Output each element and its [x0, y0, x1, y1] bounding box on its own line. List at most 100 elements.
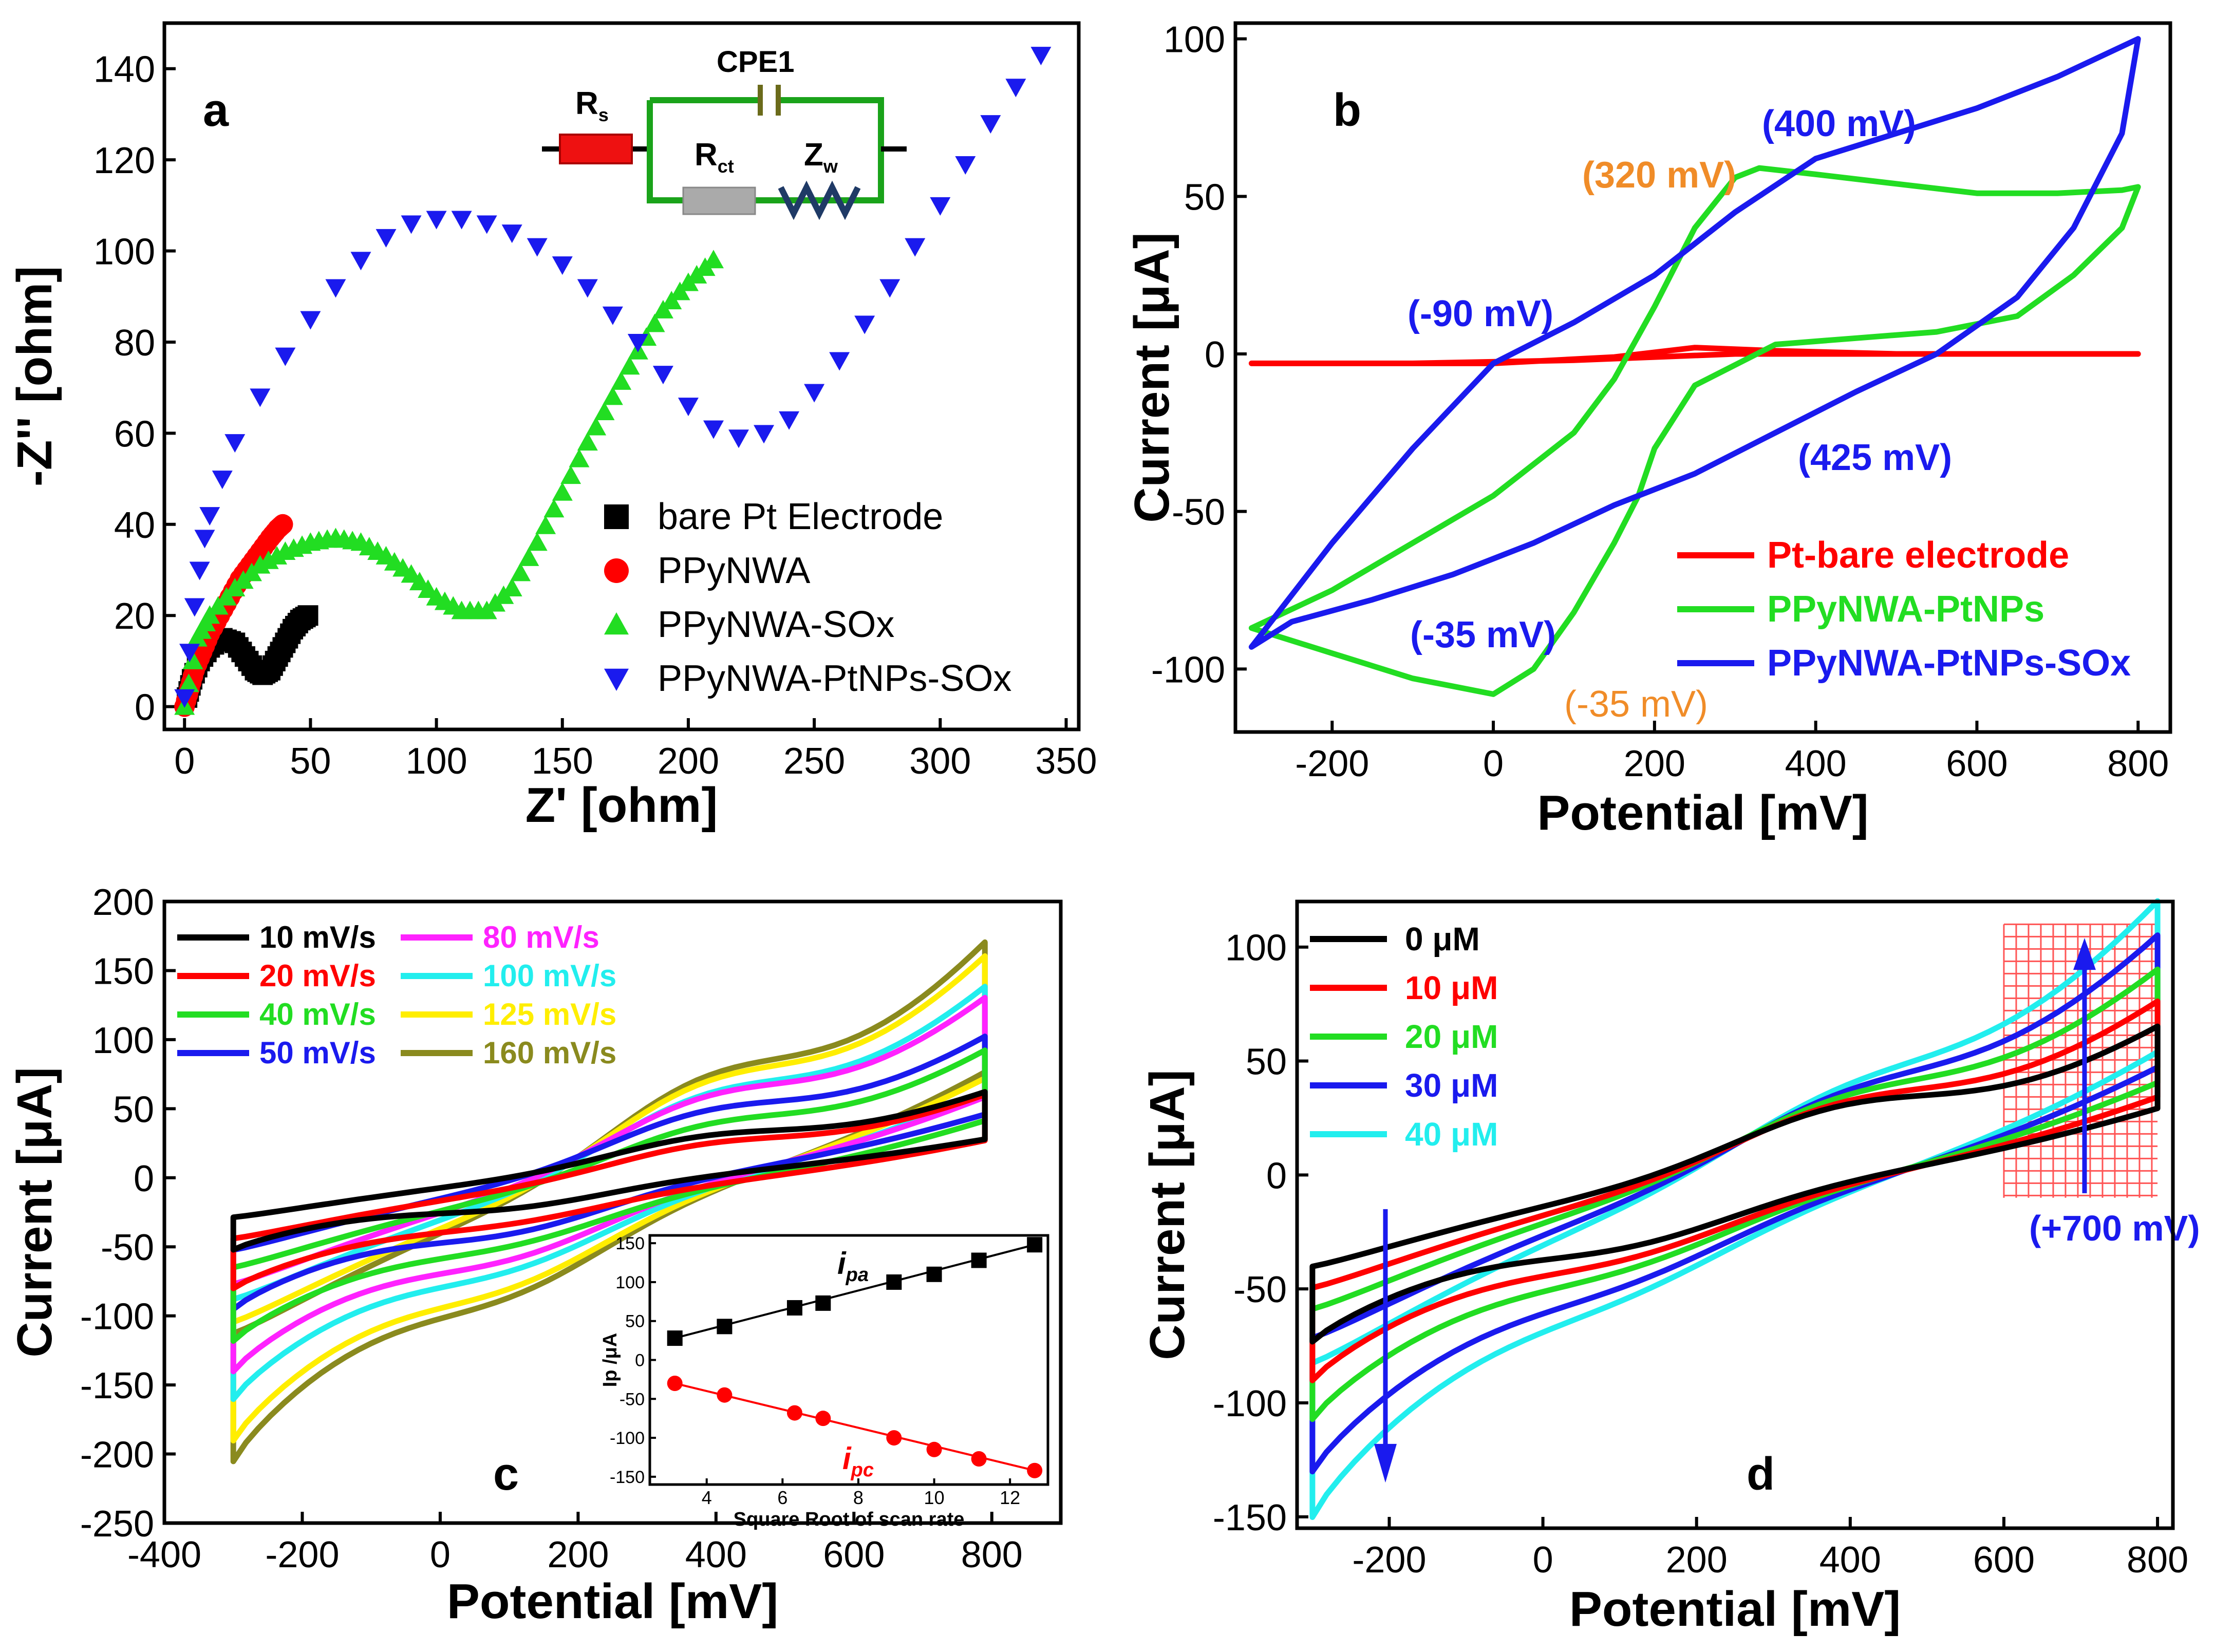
panel-a-xtick-label: 250: [783, 741, 845, 782]
panel-a-ylabel: -Z'' [ohm]: [7, 266, 62, 487]
inset-ylabel: Ip /μA: [599, 1333, 621, 1387]
data-point: [586, 417, 607, 436]
panel-c-ytick-label: -250: [80, 1504, 154, 1545]
data-point: [644, 313, 665, 332]
panel-b-letter: b: [1333, 85, 1361, 136]
inset-point: [971, 1451, 987, 1467]
data-point: [754, 425, 775, 444]
annotation-peak: (-35 mV): [1410, 614, 1556, 655]
inset-point: [926, 1441, 942, 1457]
subscript: s: [598, 104, 609, 125]
legend-label: PPyNWA-PtNPs: [1767, 589, 2044, 630]
data-point: [376, 229, 397, 248]
panel-d-ytick-label: 50: [1246, 1042, 1287, 1083]
panel-a-letter: a: [203, 85, 229, 136]
legend-marker: [604, 668, 629, 691]
panel-c-ytick-label: -200: [80, 1435, 154, 1476]
data-point: [451, 211, 472, 230]
panel-b-ylabel: Current [μA]: [1124, 232, 1179, 522]
inset-ytick-label: -150: [610, 1468, 645, 1487]
data-point: [955, 156, 976, 175]
data-point: [426, 211, 447, 230]
legend-label: 30 μM: [1405, 1067, 1498, 1104]
series-ppynwa-sox: [174, 250, 724, 715]
inset-point: [667, 1330, 683, 1346]
panel-b-ytick-label: 50: [1184, 177, 1225, 218]
legend-label: 20 μM: [1405, 1018, 1498, 1055]
resistor-rct: [682, 186, 756, 215]
inset-point: [717, 1387, 733, 1403]
panel-d-xtick-label: 800: [2127, 1540, 2188, 1581]
data-point: [510, 562, 531, 581]
panel-c-ytick-label: 100: [92, 1020, 154, 1061]
panel-c-xtick-label: 600: [823, 1534, 885, 1575]
annotation-peak: (-90 mV): [1408, 293, 1553, 334]
annotation-peak: (320 mV): [1582, 155, 1736, 196]
panel-d-xtick-label: 600: [1973, 1540, 2035, 1581]
data-point: [401, 215, 422, 234]
inset-series-pa: [667, 1237, 1043, 1346]
data-point: [250, 388, 271, 407]
legend-label: 40 μM: [1405, 1116, 1498, 1153]
panel-d-xtick-label: -200: [1352, 1540, 1426, 1581]
data-point: [560, 465, 581, 484]
inset-point: [886, 1274, 902, 1290]
data-point: [577, 279, 598, 298]
panel-a-xtick-label: 350: [1035, 741, 1097, 782]
circuit-label-rct: Rct: [695, 137, 734, 177]
panel-d-ytick-label: -50: [1233, 1269, 1287, 1310]
panel-c-xtick-label: 200: [547, 1534, 609, 1575]
panel-b-frame: [1233, 21, 2172, 734]
data-point: [930, 197, 951, 216]
inset-series-pc: [667, 1375, 1043, 1478]
panel-b-xtick-label: 800: [2107, 743, 2169, 784]
data-point: [652, 366, 673, 385]
panel-d-ytick-label: 100: [1225, 928, 1287, 969]
panel-d-xtick-label: 200: [1666, 1540, 1728, 1581]
legend-marker: [604, 612, 629, 635]
data-point: [854, 315, 875, 334]
panel-a-xtick-label: 300: [909, 741, 971, 782]
annotation-peak: (425 mV): [1798, 437, 1952, 478]
data-point: [199, 507, 220, 526]
data-point: [552, 482, 573, 501]
panel-c-letter: c: [493, 1449, 519, 1500]
legend-label: 50 mV/s: [259, 1036, 376, 1070]
legend-label: 20 mV/s: [259, 959, 376, 993]
data-point: [189, 561, 210, 580]
circuit-branch: [647, 97, 884, 203]
inset-point: [971, 1252, 987, 1268]
inset-xlabel: Square Root of scan rate: [734, 1509, 965, 1530]
panel-b-xtick-label: 0: [1483, 743, 1504, 784]
panel-b-xtick-label: 600: [1946, 743, 2007, 784]
panel-c-xtick-label: -400: [127, 1534, 201, 1575]
inset-point: [786, 1300, 802, 1316]
panel-c-xtick-label: 400: [685, 1534, 747, 1575]
panel-c-ytick-label: 150: [92, 951, 154, 992]
inset-xtick-label: 6: [777, 1487, 787, 1508]
panel-c-frame: [162, 899, 1063, 1525]
panel-b-xtick-label: 200: [1624, 743, 1685, 784]
panel-a-xtick-label: 150: [532, 741, 593, 782]
panel-d-xtick-label: 0: [1533, 1540, 1553, 1581]
data-point: [1030, 47, 1052, 66]
annotation-peak: (400 mV): [1762, 103, 1916, 144]
data-point: [804, 384, 825, 403]
legend-label: 10 μM: [1405, 969, 1498, 1006]
data-point: [325, 279, 346, 298]
inset-xtick-label: 4: [702, 1487, 712, 1508]
circuit-label-cpe: CPE1: [717, 45, 795, 79]
data-point: [678, 398, 699, 417]
subscript: ct: [718, 156, 734, 177]
data-point: [178, 673, 199, 692]
curve-0-M: [1309, 1023, 2161, 1345]
legend-label: bare Pt Electrode: [658, 496, 943, 537]
inset-point: [786, 1405, 802, 1421]
panel-a-ytick-label: 60: [114, 414, 155, 455]
panel-a-xtick-label: 50: [290, 741, 331, 782]
inset-point: [815, 1295, 831, 1311]
panel-a-ytick-label: 40: [114, 505, 155, 546]
data-point: [272, 514, 293, 535]
legend-label: PPyNWA-PtNPs-SOx: [1767, 643, 2131, 684]
